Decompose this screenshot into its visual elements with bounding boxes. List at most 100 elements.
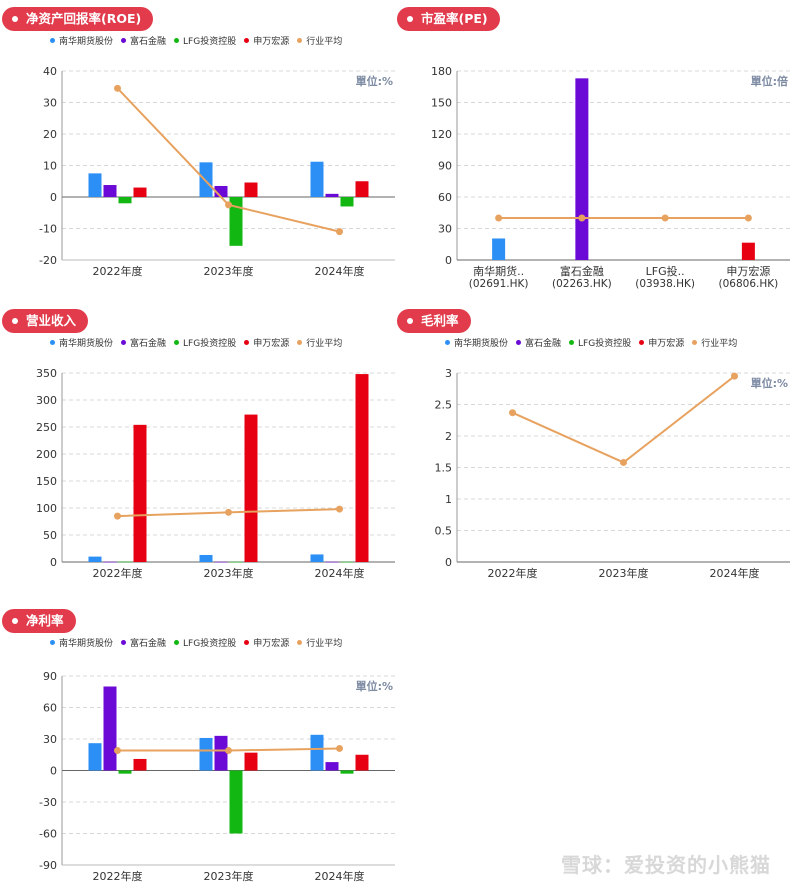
legend-dot-icon: [297, 38, 303, 43]
legend-item[interactable]: 富石金融: [516, 336, 561, 349]
legend-item[interactable]: 南华期货股份: [50, 34, 113, 47]
legend-dot-icon: [244, 640, 250, 645]
y-tick-label: 300: [36, 394, 57, 407]
roe-legend: 南华期货股份 富石金融 LFG投资控股 申万宏源 行业平均: [50, 34, 350, 47]
roe-chart: 40 30 20 10 0 -10 -20 2022年度 2023年度 2024年度 單位:%: [39, 65, 395, 278]
y-tick-label: 150: [431, 97, 452, 110]
unit-label: 單位:%: [356, 74, 393, 88]
legend-dot-icon: [445, 340, 450, 345]
bar: [199, 162, 213, 197]
gross-margin-chart: 3 2.5 2 1.5 1 0.5 0 2022年度 2023年度 2024年度 單位:%: [435, 367, 790, 580]
roe-title: 净资产回报率(ROE): [26, 11, 142, 26]
revenue-panel: 营业收入 南华期货股份 富石金融 LFG投资控股 申万宏源 行业平均 350 300 250…: [0, 305, 395, 600]
x-tick-label: 2022年度: [93, 566, 143, 580]
legend-item[interactable]: 富石金融: [121, 636, 166, 649]
unit-label: 單位:倍: [751, 74, 788, 88]
legend-dot-icon: [692, 340, 698, 345]
pe-panel: 市盈率(PE) 180 150 120 90 60 30 0 南华期货.. (02691.HK)…: [395, 0, 791, 300]
legend-dot-icon: [516, 340, 522, 345]
legend-item[interactable]: 富石金融: [121, 34, 166, 47]
y-tick-label: -90: [39, 859, 57, 872]
bar: [229, 197, 243, 246]
legend-item[interactable]: LFG投资控股: [174, 34, 236, 47]
y-tick-label: 0: [445, 254, 452, 267]
y-tick-label: 0: [50, 556, 57, 569]
legend-item[interactable]: LFG投资控股: [174, 336, 236, 349]
average-point: [225, 201, 232, 209]
legend-dot-icon: [174, 640, 180, 645]
legend-item[interactable]: 富石金融: [121, 336, 166, 349]
x-tick-label: 2024年度: [315, 869, 365, 883]
legend-item[interactable]: 行业平均: [297, 336, 342, 349]
bar: [103, 185, 117, 197]
revenue-title: 营业收入: [26, 313, 77, 328]
legend-item[interactable]: 南华期货股份: [445, 336, 508, 349]
legend-item[interactable]: 行业平均: [297, 34, 342, 47]
bar: [325, 193, 339, 197]
x-tick-label: LFG投..: [646, 264, 685, 278]
y-tick-label: 90: [43, 670, 57, 683]
legend-item[interactable]: 行业平均: [297, 636, 342, 649]
x-tick-label: 申万宏源: [726, 264, 770, 278]
y-tick-label: -20: [39, 254, 57, 267]
bar: [118, 197, 132, 204]
y-tick-label: 200: [36, 448, 57, 461]
legend-item[interactable]: LFG投资控股: [174, 636, 236, 649]
revenue-chart: 350 300 250 200 150 100 50 0 2022年度 2023年度 2024年度: [36, 367, 395, 580]
bar: [118, 770, 132, 774]
bar: [214, 735, 228, 771]
net-margin-title-tag[interactable]: 净利率: [2, 609, 76, 633]
average-point: [336, 505, 343, 513]
bar: [355, 754, 369, 771]
legend-item[interactable]: LFG投资控股: [569, 336, 631, 349]
tag-dot-icon: [12, 618, 18, 624]
average-point: [114, 84, 121, 92]
legend-dot-icon: [297, 340, 303, 345]
gross-margin-title-tag[interactable]: 毛利率: [397, 309, 471, 333]
bar: [340, 197, 354, 207]
gross-margin-title: 毛利率: [421, 313, 459, 328]
average-line: [512, 375, 736, 464]
pe-title-tag[interactable]: 市盈率(PE): [397, 7, 500, 31]
legend-item[interactable]: 南华期货股份: [50, 336, 113, 349]
pe-chart: 180 150 120 90 60 30 0 南华期货..(02691.HK) 富石金融(022…: [431, 65, 790, 290]
legend-dot-icon: [50, 38, 55, 43]
roe-title-tag[interactable]: 净资产回报率(ROE): [2, 7, 154, 31]
watermark: 雪球：爱投资的小熊猫: [561, 853, 771, 877]
y-tick-label: 180: [431, 65, 452, 78]
legend-item[interactable]: 申万宏源: [639, 336, 684, 349]
y-tick-label: 1: [445, 493, 452, 506]
legend-dot-icon: [569, 340, 575, 345]
net-margin-panel: 净利率 南华期货股份 富石金融 LFG投资控股 申万宏源 行业平均 90 60 30 0 -30…: [0, 605, 395, 888]
average-point: [744, 214, 752, 222]
gross-margin-legend: 南华期货股份 富石金融 LFG投资控股 申万宏源 行业平均: [445, 336, 745, 349]
legend-item[interactable]: 行业平均: [692, 336, 737, 349]
gross-margin-panel: 毛利率 南华期货股份 富石金融 LFG投资控股 申万宏源 行业平均 3 2.5 2 1.5 1 0…: [395, 305, 791, 600]
y-tick-label: -60: [39, 828, 57, 841]
bar: [133, 187, 147, 197]
average-point: [225, 747, 232, 755]
average-point: [731, 372, 738, 380]
bar: [199, 737, 213, 771]
x-tick-label: 2022年度: [488, 566, 538, 580]
legend-item[interactable]: 南华期货股份: [50, 636, 113, 649]
bar: [214, 561, 228, 563]
y-tick-label: 0: [445, 556, 452, 569]
average-point: [336, 744, 343, 752]
y-tick-label: 50: [43, 529, 57, 542]
legend-item[interactable]: 申万宏源: [244, 636, 289, 649]
tag-dot-icon: [407, 318, 413, 324]
legend-dot-icon: [121, 38, 127, 43]
bar: [244, 414, 258, 562]
y-tick-label: 60: [438, 191, 452, 204]
bar: [492, 238, 506, 260]
legend-item[interactable]: 申万宏源: [244, 34, 289, 47]
y-tick-label: -30: [39, 796, 57, 809]
y-tick-label: 90: [438, 160, 452, 173]
y-tick-label: 0.5: [435, 525, 453, 538]
bar: [133, 424, 147, 562]
y-tick-label: 60: [43, 702, 57, 715]
legend-item[interactable]: 申万宏源: [244, 336, 289, 349]
revenue-title-tag[interactable]: 营业收入: [2, 309, 89, 333]
legend-dot-icon: [50, 340, 55, 345]
